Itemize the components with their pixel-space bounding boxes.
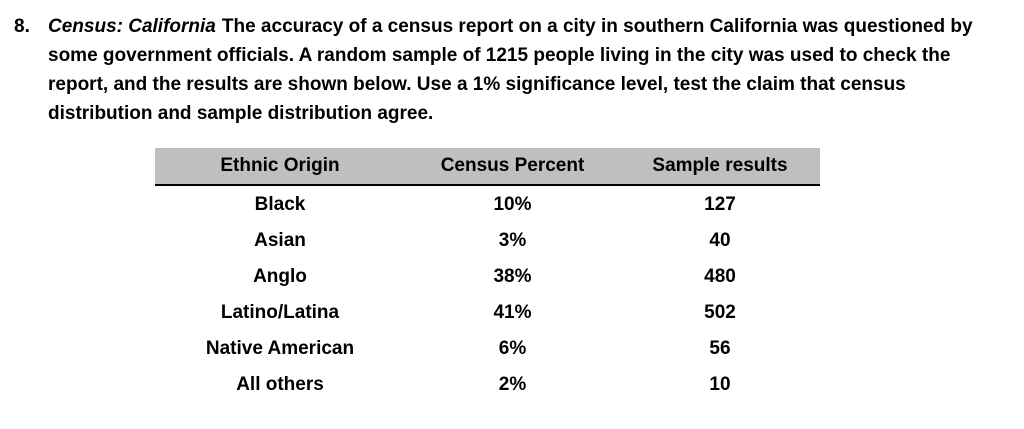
cell-sample-results: 480 — [704, 266, 736, 287]
cell-sample-results: 10 — [709, 374, 731, 395]
cell-ethnic-origin: Black — [254, 194, 306, 215]
cell-census-percent: 2% — [498, 374, 527, 395]
cell-ethnic-origin: Asian — [254, 230, 306, 251]
cell-ethnic-origin: Anglo — [253, 266, 307, 287]
census-table: Ethnic Origin Census Percent Sample resu… — [155, 148, 820, 402]
cell-census-percent: 41% — [493, 302, 532, 323]
header-ethnic-origin: Ethnic Origin — [155, 148, 405, 186]
table-row: Native American 6% 56 — [155, 330, 820, 366]
problem-statement: 8. Census: California The accuracy of a c… — [0, 0, 1024, 128]
cell-ethnic-origin: All others — [236, 374, 324, 395]
table-row: Latino/Latina 41% 502 — [155, 294, 820, 330]
problem-title: Census: California — [48, 16, 216, 37]
problem-number: 8. — [14, 16, 30, 37]
header-sample-results: Sample results — [620, 148, 820, 186]
cell-sample-results: 127 — [704, 194, 736, 215]
cell-census-percent: 10% — [493, 194, 532, 215]
table-header-row: Ethnic Origin Census Percent Sample resu… — [155, 148, 820, 186]
cell-ethnic-origin: Native American — [205, 338, 355, 359]
cell-sample-results: 56 — [709, 338, 731, 359]
problem-text: The accuracy of a census report on a cit… — [48, 16, 973, 124]
cell-sample-results: 502 — [704, 302, 736, 323]
table-row: Anglo 38% 480 — [155, 258, 820, 294]
cell-ethnic-origin: Latino/Latina — [220, 302, 340, 323]
problem-text-block: Census: California The accuracy of a cens… — [48, 12, 983, 128]
cell-census-percent: 6% — [498, 338, 527, 359]
cell-census-percent: 38% — [493, 266, 532, 287]
header-census-percent: Census Percent — [405, 148, 620, 186]
table-row: Black 10% 127 — [155, 185, 820, 222]
cell-census-percent: 3% — [498, 230, 527, 251]
table-row: Asian 3% 40 — [155, 222, 820, 258]
table-row: All others 2% 10 — [155, 366, 820, 402]
cell-sample-results: 40 — [709, 230, 731, 251]
